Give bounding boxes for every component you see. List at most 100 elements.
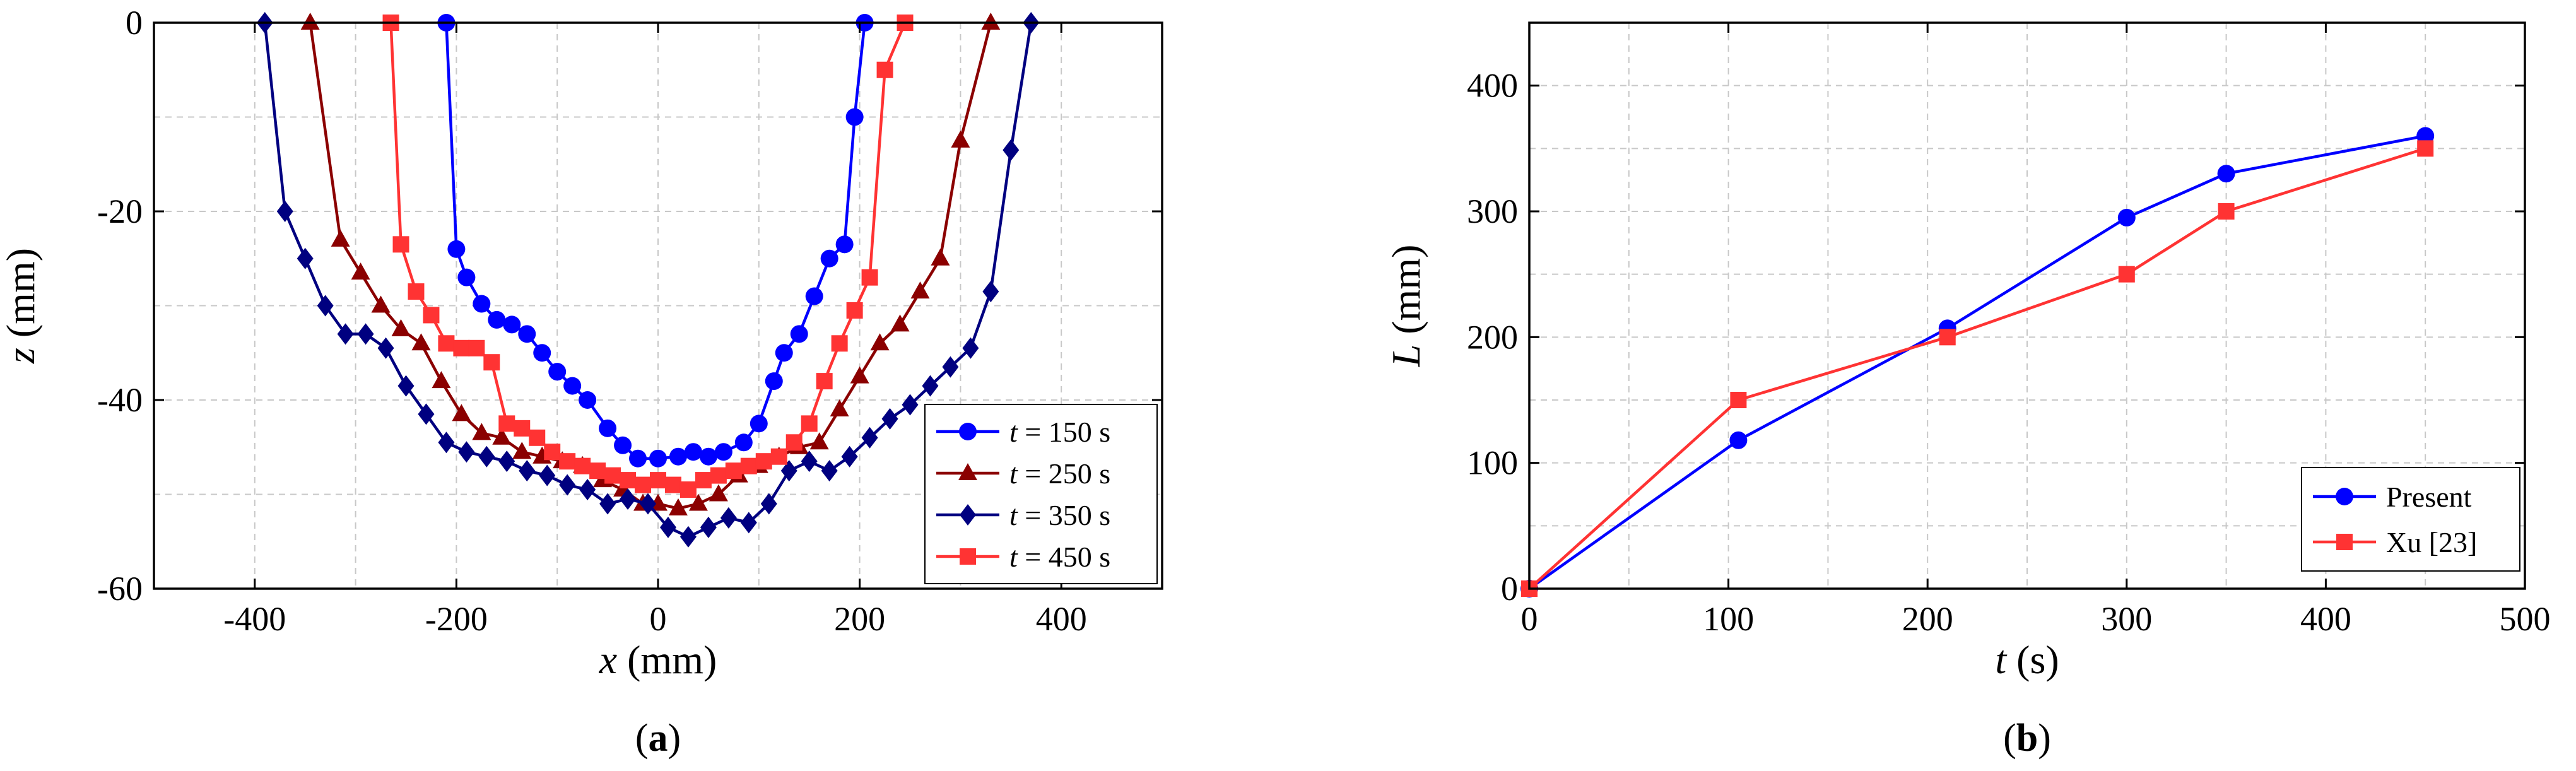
data-point-t-450-s xyxy=(514,420,531,437)
data-point-t-450-s xyxy=(679,481,697,498)
data-point-xu-23 xyxy=(2218,203,2235,220)
data-point-t-250-s xyxy=(371,295,391,313)
legend-label-variable: t xyxy=(1009,499,1018,531)
legend-label-t-450-s: t = 450 s xyxy=(1009,541,1110,573)
y-axis-label: L (mm) xyxy=(1384,245,1428,368)
data-point-t-450-s xyxy=(468,339,485,356)
data-point-t-450-s xyxy=(816,373,833,390)
data-point-t-450-s xyxy=(423,307,440,324)
data-point-t-350-s xyxy=(760,493,777,515)
y-tick-label: -40 xyxy=(97,381,143,419)
data-point-t-150-s xyxy=(734,433,753,452)
data-point-t-350-s xyxy=(720,507,737,529)
data-point-t-350-s xyxy=(922,375,939,397)
y-tick-label: -60 xyxy=(97,570,143,608)
data-point-t-150-s xyxy=(714,443,732,461)
data-point-t-350-s xyxy=(801,450,818,473)
data-point-t-450-s xyxy=(635,476,652,493)
data-point-t-150-s xyxy=(649,449,667,468)
x-tick-label: 400 xyxy=(2300,600,2351,638)
y-axis-label-unit: (mm) xyxy=(1384,245,1428,344)
data-point-t-250-s xyxy=(951,130,970,148)
panel-label-close: ) xyxy=(668,717,681,760)
legend-label-t-350-s: t = 350 s xyxy=(1009,499,1110,531)
data-point-t-250-s xyxy=(432,371,451,389)
data-point-t-350-s xyxy=(640,493,657,515)
data-point-xu-23 xyxy=(2417,140,2434,157)
data-point-t-350-s xyxy=(620,488,637,510)
x-tick-label: 300 xyxy=(2101,600,2152,638)
data-point-t-450-s xyxy=(695,472,712,489)
data-point-t-250-s xyxy=(452,404,471,421)
data-point-t-350-s xyxy=(377,337,394,359)
legend: t = 150 s t = 250 s t = 350 s t = 450 s xyxy=(924,404,1158,584)
data-point-t-350-s xyxy=(821,460,838,482)
data-point-t-250-s xyxy=(668,498,688,515)
data-point-t-150-s xyxy=(750,415,768,433)
data-point-t-450-s xyxy=(438,335,455,352)
data-point-t-150-s xyxy=(699,447,717,466)
data-point-t-150-s xyxy=(845,108,864,126)
legend-marker-xu-23 xyxy=(2336,534,2353,550)
data-point-t-350-s xyxy=(317,295,334,317)
series-line-xu-23 xyxy=(1528,147,2426,590)
y-tick-label: 200 xyxy=(1467,318,1518,356)
data-point-t-150-s xyxy=(518,325,536,343)
data-point-xu-23 xyxy=(1730,392,1747,408)
data-point-t-350-s xyxy=(438,432,455,454)
data-point-t-250-s xyxy=(850,366,869,384)
data-point-t-150-s xyxy=(614,436,632,454)
data-point-t-250-s xyxy=(512,442,532,459)
series-line-t-250-s xyxy=(309,22,992,510)
y-axis-label-unit: (mm) xyxy=(0,248,43,348)
data-point-t-450-s xyxy=(544,444,561,461)
data-point-t-150-s xyxy=(447,240,466,258)
data-point-t-150-s xyxy=(503,315,521,334)
data-point-t-350-s xyxy=(418,403,435,425)
data-point-t-450-s xyxy=(589,462,606,480)
data-point-t-450-s xyxy=(483,354,500,371)
data-point-t-350-s xyxy=(861,427,878,449)
data-point-t-450-s xyxy=(876,61,893,78)
data-point-t-450-s xyxy=(408,283,425,300)
data-point-t-350-s xyxy=(841,445,858,468)
series-t-450-s xyxy=(382,15,914,498)
x-axis-label-unit: (s) xyxy=(2006,637,2059,682)
data-point-xu-23 xyxy=(1939,329,1956,346)
data-point-t-350-s xyxy=(357,323,374,345)
data-point-t-250-s xyxy=(351,262,370,280)
series-xu-23 xyxy=(1521,140,2434,597)
series-line-present xyxy=(1528,134,2426,590)
panel-label-letter: a xyxy=(649,717,668,760)
data-point-t-250-s xyxy=(472,423,491,440)
data-point-t-250-s xyxy=(931,248,950,266)
x-tick-label: 200 xyxy=(1902,600,1953,638)
data-point-t-350-s xyxy=(337,323,354,345)
data-point-t-150-s xyxy=(548,363,567,381)
data-point-t-350-s xyxy=(881,408,898,430)
data-point-present xyxy=(1729,431,1748,449)
data-point-t-350-s xyxy=(942,356,959,378)
data-point-t-450-s xyxy=(650,472,666,489)
y-tick-label: 0 xyxy=(1501,570,1518,608)
legend-label-value: = 150 s xyxy=(1018,416,1110,448)
legend-marker-t-250-s xyxy=(958,463,977,480)
panel-label-close: ) xyxy=(2038,717,2051,760)
panel-b-chart: 0 100 200 300 400 500 0 100 200 300 400 t (s) L (mm)… xyxy=(1384,21,2551,760)
data-point-t-450-s xyxy=(801,415,818,432)
data-point-t-250-s xyxy=(890,314,910,332)
data-point-t-350-s xyxy=(700,516,717,538)
x-tick-label: 100 xyxy=(1703,600,1754,638)
legend-label-t-250-s: t = 250 s xyxy=(1009,457,1110,490)
data-point-t-350-s xyxy=(982,281,999,303)
data-point-t-150-s xyxy=(820,249,838,268)
data-point-t-350-s xyxy=(579,479,596,501)
data-point-t-150-s xyxy=(533,344,551,362)
plot-frame xyxy=(1528,21,2526,590)
x-tick-label: 200 xyxy=(834,600,885,638)
legend-label-value: = 350 s xyxy=(1018,499,1110,531)
data-point-t-350-s xyxy=(297,247,314,269)
legend-marker-t-350-s xyxy=(960,504,976,526)
